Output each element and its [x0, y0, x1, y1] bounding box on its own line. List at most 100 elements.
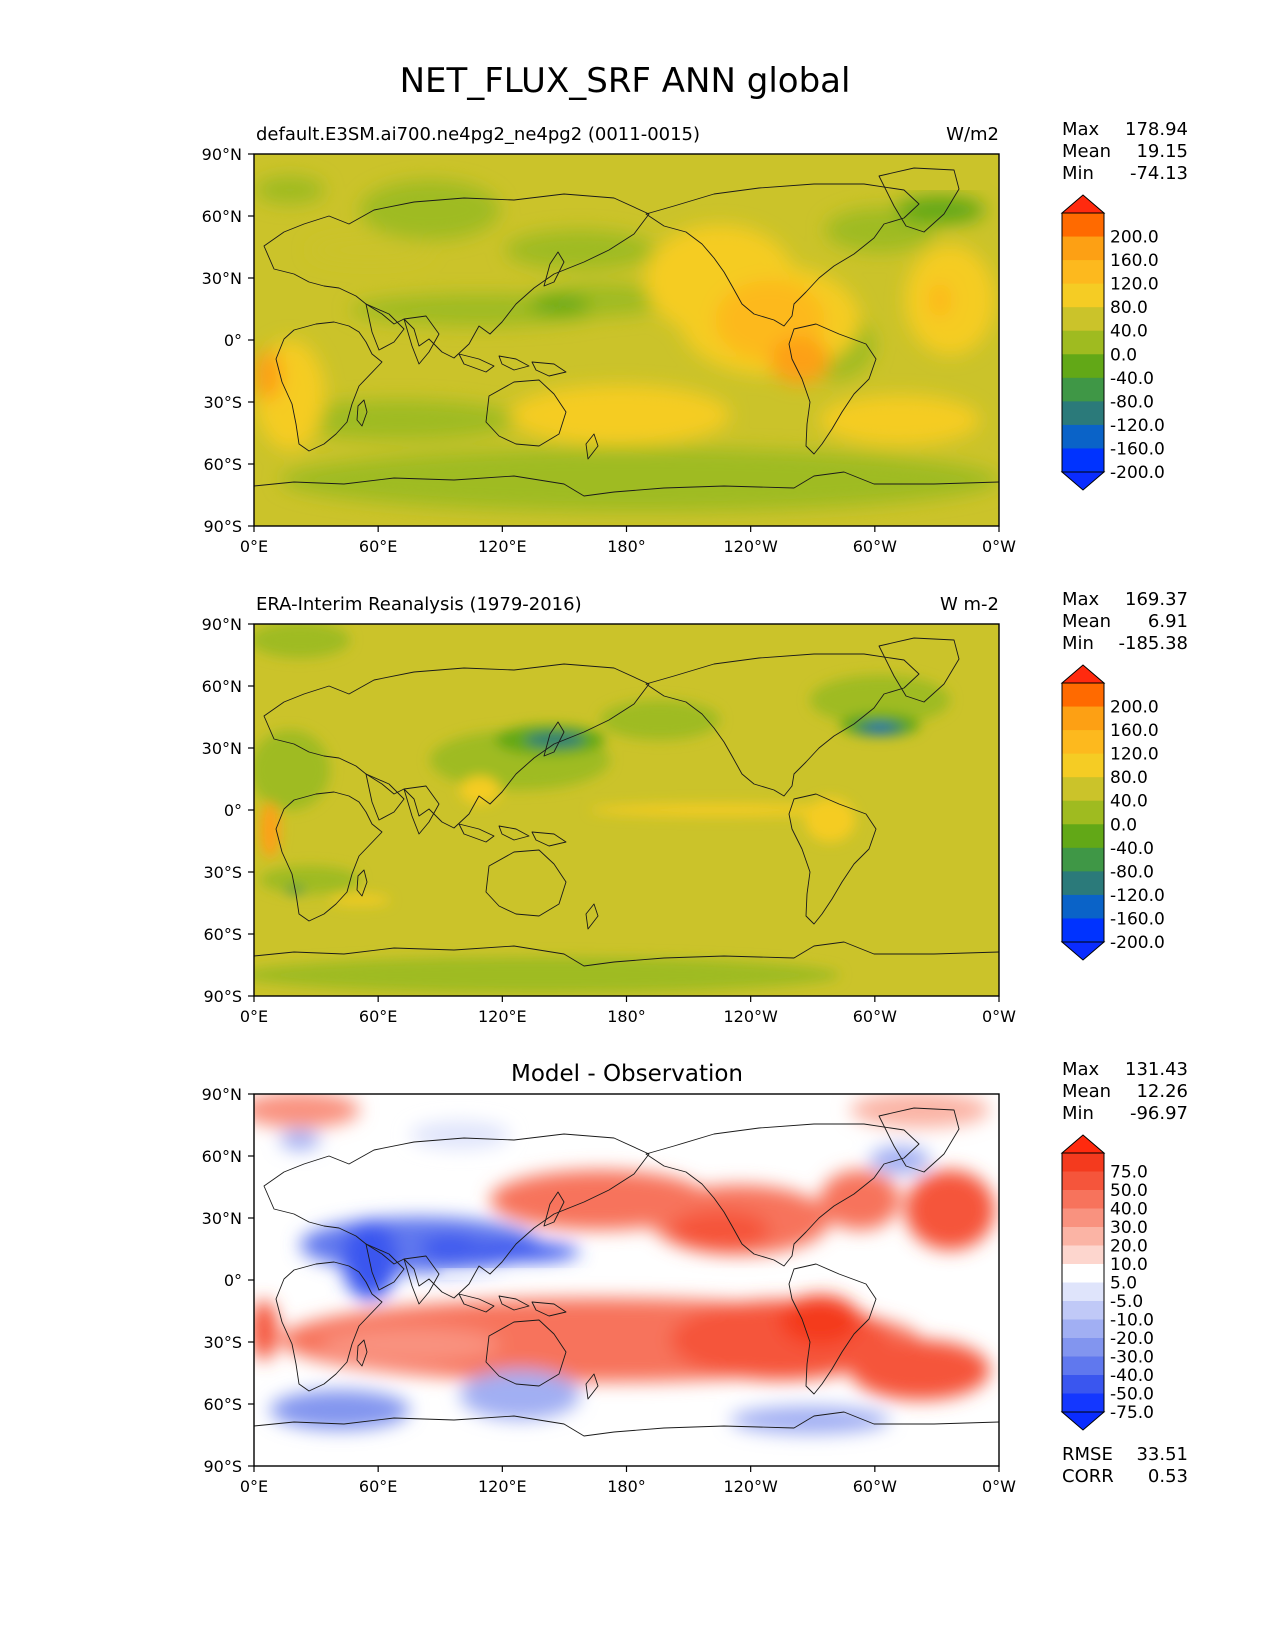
colorbar-cap-top [1060, 1134, 1106, 1154]
colorbar-label: -20.0 [1110, 1329, 1154, 1349]
colorbar-frame [1061, 212, 1105, 473]
colorbar-label: 50.0 [1110, 1181, 1148, 1201]
colorbar-cap-top [1060, 194, 1106, 214]
colorbar-segment [1062, 1319, 1104, 1339]
colorbar-segment [1062, 448, 1104, 473]
panel-2-units: W m-2 [940, 594, 999, 615]
y-tick-label: 60°S [203, 1395, 242, 1414]
panel-2: ERA-Interim Reanalysis (1979-2016) W m-2 [253, 594, 1000, 997]
x-tick-label: 120°W [723, 1477, 778, 1496]
y-tick-label: 30°N [202, 269, 242, 288]
colorbar-segment [1062, 307, 1104, 332]
colorbar-segment [1062, 1338, 1104, 1357]
colorbar-segment [1062, 871, 1104, 896]
x-tick-label: 120°W [723, 1007, 778, 1026]
colorbar-segment [1062, 283, 1104, 308]
colorbar-label: -50.0 [1110, 1385, 1154, 1405]
stat-label: Mean [1062, 1081, 1111, 1102]
y-tick-label: 90°S [203, 517, 242, 536]
colorbar-label: -75.0 [1110, 1403, 1154, 1423]
stat-label: Min [1062, 1103, 1094, 1124]
colorbar-segment [1062, 1282, 1104, 1302]
stat-value: 33.51 [1136, 1444, 1188, 1465]
colorbar-label: 20.0 [1110, 1237, 1148, 1257]
panel-1-field [254, 154, 999, 526]
y-tick-label: 90°N [202, 615, 242, 634]
x-tick-label: 180° [607, 1007, 646, 1026]
colorbar-segment [1062, 1264, 1104, 1283]
stat-label: Mean [1062, 141, 1111, 162]
y-tick-label: 30°S [203, 863, 242, 882]
panel-3-side: Max 131.43 Mean 12.26 Min -96.97 RMSE 33.51 CORR… [1060, 1059, 1188, 1487]
x-tick-label: 60°W [853, 537, 897, 556]
colorbar-frame [1061, 1152, 1105, 1413]
y-tick-label: 90°S [203, 1457, 242, 1476]
stat-value: -96.97 [1130, 1103, 1188, 1124]
colorbar-label: 30.0 [1110, 1218, 1148, 1238]
stat-label: Max [1062, 589, 1100, 610]
colorbar-label: -200.0 [1110, 463, 1165, 483]
colorbar-segment [1062, 236, 1104, 261]
y-tick-label: 90°N [202, 1085, 242, 1104]
colorbar-label: -5.0 [1110, 1292, 1143, 1312]
colorbar-label: -120.0 [1110, 416, 1165, 436]
figure-title: NET_FLUX_SRF ANN global [400, 61, 851, 101]
x-tick-label: 0°W [982, 1007, 1016, 1026]
colorbar-segment [1062, 1227, 1104, 1246]
colorbar-segment [1062, 1153, 1104, 1172]
colorbar-segment [1062, 377, 1104, 402]
colorbar-segment [1062, 683, 1104, 708]
colorbar-label: 120.0 [1110, 275, 1159, 295]
colorbar-label: 80.0 [1110, 768, 1148, 788]
x-tick-label: 180° [607, 1477, 646, 1496]
stat-label: CORR [1062, 1466, 1114, 1487]
stat-value: 131.43 [1125, 1059, 1188, 1080]
colorbar-label: 80.0 [1110, 298, 1148, 318]
y-tick-label: 0° [224, 801, 242, 820]
x-tick-label: 60°E [359, 537, 397, 556]
colorbar-frame [1061, 682, 1105, 943]
colorbar-label: -40.0 [1110, 1366, 1154, 1386]
colorbar-segment [1062, 354, 1104, 379]
x-tick-label: 120°E [478, 1477, 527, 1496]
x-tick-label: 120°E [478, 537, 527, 556]
stat-value: -74.13 [1130, 163, 1188, 184]
y-tick-label: 30°N [202, 739, 242, 758]
stat-value: 169.37 [1125, 589, 1188, 610]
colorbar-label: 120.0 [1110, 745, 1159, 765]
colorbar-label: 75.0 [1110, 1163, 1148, 1183]
axes: 0°E 60°E 120°E 180° 120°W 60°W 0°W 90°N 60°N 30°N… [202, 145, 1017, 1496]
x-tick-label: 0°W [982, 1477, 1016, 1496]
colorbar-label: -200.0 [1110, 933, 1165, 953]
colorbar-segment [1062, 1393, 1104, 1413]
x-tick-label: 0°E [240, 1007, 268, 1026]
colorbar-label: 160.0 [1110, 251, 1159, 271]
colorbar-segment [1062, 1171, 1104, 1191]
panel-3: Model - Observation [253, 1061, 1000, 1467]
colorbar-segment [1062, 213, 1104, 238]
stat-value: -185.38 [1119, 633, 1188, 654]
x-tick-label: 60°E [359, 1007, 397, 1026]
x-tick-label: 60°E [359, 1477, 397, 1496]
colorbar-segment [1062, 424, 1104, 449]
colorbar-label: -40.0 [1110, 839, 1154, 859]
y-tick-label: 60°N [202, 677, 242, 696]
colorbar-segment [1062, 401, 1104, 426]
colorbar-label: 10.0 [1110, 1255, 1148, 1275]
panel-2-title: ERA-Interim Reanalysis (1979-2016) [256, 594, 582, 615]
colorbar-segment [1062, 753, 1104, 778]
colorbar-cap-bottom [1060, 941, 1106, 961]
panel-3-field [254, 1094, 999, 1466]
colorbar-cap-top [1060, 664, 1106, 684]
colorbar-segment [1062, 1375, 1104, 1394]
colorbar-segment [1062, 260, 1104, 285]
side-panels: Max 178.94 Mean 19.15 Min -74.13 200.0 160.0 120… [1060, 119, 1188, 1487]
x-tick-label: 0°E [240, 1477, 268, 1496]
stat-value: 178.94 [1125, 119, 1188, 140]
panel-2-field [254, 624, 999, 996]
colorbar-label: -160.0 [1110, 909, 1165, 929]
colorbar-label: 160.0 [1110, 721, 1159, 741]
colorbar-segment [1062, 847, 1104, 872]
x-tick-label: 120°E [478, 1007, 527, 1026]
